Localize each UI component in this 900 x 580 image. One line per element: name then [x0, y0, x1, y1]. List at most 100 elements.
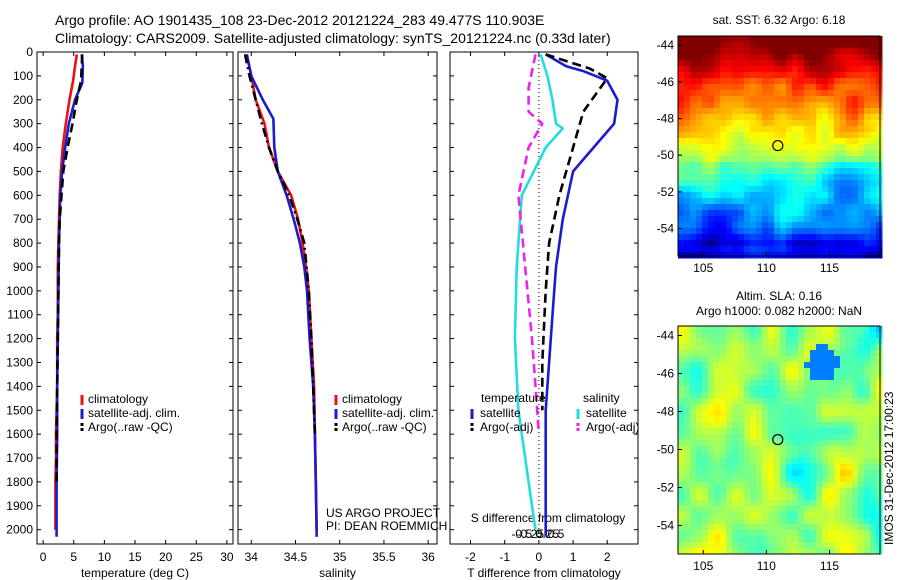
map-cell [774, 186, 781, 193]
map-cell [828, 90, 835, 97]
map-cell [768, 380, 775, 387]
map-cell [726, 66, 733, 73]
map-cell [684, 374, 691, 381]
map-cell [810, 446, 817, 453]
map-cell [876, 168, 883, 175]
map-cell [798, 156, 805, 163]
map-cell [738, 108, 745, 115]
map-cell [702, 60, 709, 67]
map-cell [876, 482, 883, 489]
map-cell [792, 126, 799, 133]
map-cell [810, 512, 817, 519]
map-cell [792, 228, 799, 235]
map-cell [780, 150, 787, 157]
map-cell [822, 138, 829, 145]
map-cell [828, 344, 835, 351]
map-cell [720, 42, 727, 49]
map-cell [750, 350, 757, 357]
map-cell [786, 96, 793, 103]
map-cell [738, 168, 745, 175]
map-cell [750, 404, 757, 411]
map-cell [696, 138, 703, 145]
map-cell [852, 216, 859, 223]
map-cell [696, 542, 703, 549]
map-cell [678, 48, 685, 55]
map-cell [750, 102, 757, 109]
map-cell [822, 246, 829, 253]
map-cell [864, 500, 871, 507]
map-cell [762, 380, 769, 387]
map-cell [762, 452, 769, 459]
map-cell [834, 78, 841, 85]
map-cell [804, 506, 811, 513]
map-cell [834, 548, 841, 555]
map-cell [702, 174, 709, 181]
map-cell [798, 54, 805, 61]
map-cell [780, 500, 787, 507]
map-cell [834, 386, 841, 393]
map-cell [858, 144, 865, 151]
map-cell [858, 326, 865, 333]
map-cell [720, 398, 727, 405]
map-cell [762, 66, 769, 73]
map-cell [816, 126, 823, 133]
map-cell [780, 108, 787, 115]
map-cell [684, 398, 691, 405]
map-cell [702, 422, 709, 429]
map-cell [744, 222, 751, 229]
map-cell [816, 120, 823, 127]
map-cell [744, 362, 751, 369]
map-cell [720, 518, 727, 525]
map-cell [732, 156, 739, 163]
map-cell [810, 162, 817, 169]
map-cell [750, 386, 757, 393]
map-cell [756, 368, 763, 375]
map-cell [846, 476, 853, 483]
map-cell [786, 422, 793, 429]
map-cell [684, 494, 691, 501]
map-cell [756, 416, 763, 423]
map-cell [702, 228, 709, 235]
map-cell [732, 180, 739, 187]
map-cell [822, 108, 829, 115]
map-cell [708, 198, 715, 205]
map-cell [834, 228, 841, 235]
map-cell [678, 392, 685, 399]
map-cell [876, 174, 883, 181]
map-cell [774, 356, 781, 363]
map-cell [702, 404, 709, 411]
map-cell [864, 548, 871, 555]
map-cell [732, 446, 739, 453]
map-cell [804, 368, 811, 375]
map-cell [696, 144, 703, 151]
map-cell [864, 90, 871, 97]
map-cell [678, 500, 685, 507]
map-cell [780, 204, 787, 211]
map-cell [726, 410, 733, 417]
map-cell [774, 326, 781, 333]
map-cell [780, 350, 787, 357]
map-x-tick-label: 105 [693, 261, 713, 275]
map-cell [726, 210, 733, 217]
map-cell [690, 512, 697, 519]
map-cell [804, 144, 811, 151]
map-cell [708, 246, 715, 253]
map-cell [828, 246, 835, 253]
map-cell [876, 338, 883, 345]
map-cell [690, 536, 697, 543]
map-cell [858, 536, 865, 543]
x-tick-label: 1 [570, 550, 577, 564]
map-cell [696, 180, 703, 187]
y-tick-label: 0 [26, 45, 33, 59]
map-cell [750, 518, 757, 525]
map-cell [756, 252, 763, 259]
map-cell [720, 252, 727, 259]
map-cell [840, 138, 847, 145]
map-cell [750, 222, 757, 229]
map-cell [852, 374, 859, 381]
map-cell [684, 488, 691, 495]
map-cell [834, 174, 841, 181]
map-cell [732, 210, 739, 217]
map-cell [840, 216, 847, 223]
x-tick-label: 36 [421, 550, 435, 564]
